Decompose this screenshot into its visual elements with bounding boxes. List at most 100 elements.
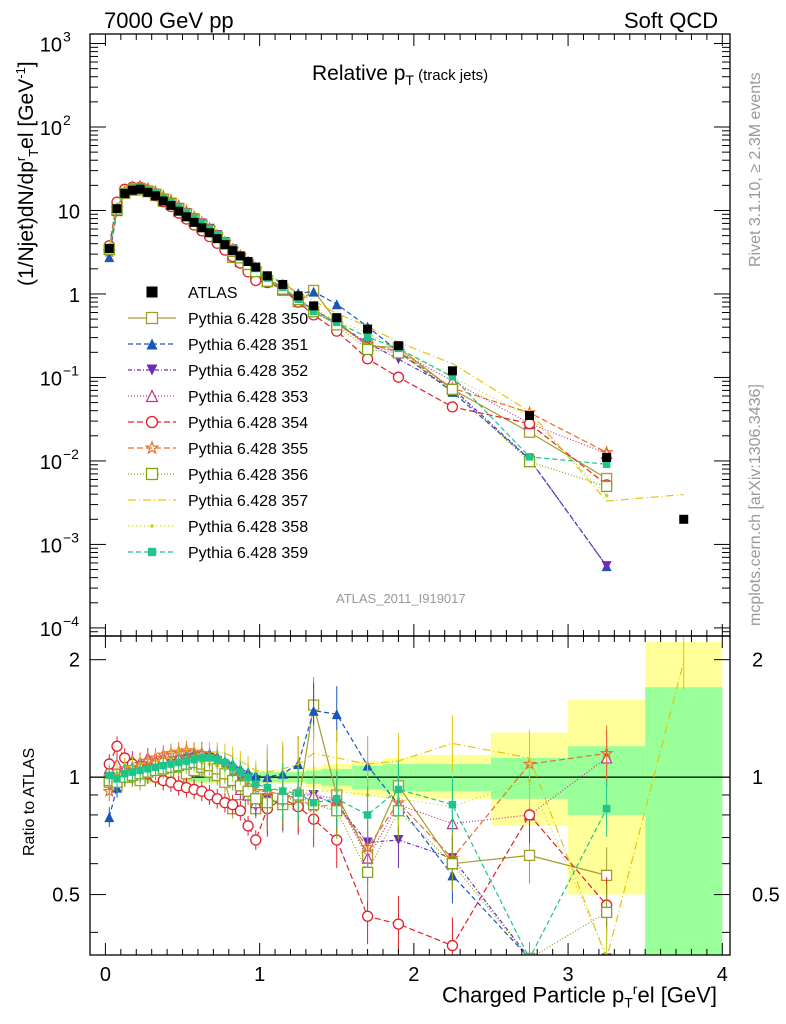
ratio-series-point (599, 746, 614, 760)
main-y-tick-label: 10 (40, 35, 62, 57)
main-series-point (448, 372, 457, 381)
legend-entry: Pythia 6.428 358 (128, 519, 308, 536)
ratio-series-point (394, 785, 403, 794)
header-right-label: Soft QCD (624, 8, 719, 33)
ratio-series-point (600, 906, 613, 919)
ratio-series-point (252, 780, 260, 788)
ratio-series-point (332, 795, 341, 803)
ratio-y-tick-label-right: 0.5 (752, 885, 780, 907)
atlas-data-point (212, 234, 222, 244)
ratio-series-point (244, 773, 252, 781)
ratio-series-point (128, 768, 137, 776)
main-series-353 (103, 179, 613, 459)
atlas-data-point (197, 223, 207, 233)
ratio-series-point (448, 800, 457, 809)
main-series-line (108, 186, 607, 486)
ratio-series-point (102, 784, 117, 798)
main-y-tick-exponent: −4 (63, 613, 79, 629)
main-y-tick-label: 10 (40, 118, 62, 140)
legend-entry: Pythia 6.428 351 (128, 337, 308, 354)
ratio-uncertainty-bands (90, 641, 730, 955)
legend-entry: Pythia 6.428 352 (128, 363, 308, 380)
ratio-series-point (523, 849, 536, 862)
ratio-series-point (234, 805, 247, 817)
atlas-data-point (181, 212, 191, 222)
atlas-data-point (332, 313, 342, 323)
legend-marker (146, 286, 158, 298)
main-y-tick-label: 10 (40, 535, 62, 557)
x-tick-label: 0 (100, 964, 111, 986)
main-series-point (601, 561, 612, 572)
ratio-series-point (205, 754, 214, 762)
ratio-series-point (136, 766, 144, 775)
main-series-354 (103, 181, 613, 491)
ratio-series-point (104, 812, 115, 823)
ratio-series-point (250, 834, 262, 846)
main-y-tick-label: 10 (58, 201, 80, 223)
main-series-point (308, 286, 319, 297)
ratio-series-point (527, 778, 532, 783)
rivet-label: Rivet 3.1.10, ≥ 2.3M events (747, 72, 764, 267)
x-tick-label: 2 (408, 964, 419, 986)
legend-marker (145, 415, 159, 429)
ratio-series-point (523, 809, 536, 821)
atlas-data-points (104, 184, 689, 524)
main-series-point (600, 480, 613, 493)
atlas-data-point (120, 188, 130, 198)
ratio-series-point (120, 770, 129, 778)
main-y-tick-label: 10 (40, 368, 62, 390)
legend-label: Pythia 6.428 357 (188, 493, 308, 510)
ratio-series-point (309, 798, 318, 807)
main-series-351 (104, 183, 612, 572)
ratio-y-tick-label-left: 1 (69, 767, 80, 789)
ratio-series-point (228, 763, 237, 772)
x-tick-label: 3 (563, 964, 574, 986)
legend-marker (145, 311, 159, 325)
ratio-series-point (151, 763, 160, 772)
legend-label: Pythia 6.428 353 (188, 389, 308, 406)
chart-title-suffix: (track jets) (413, 67, 489, 84)
legend-label: Pythia 6.428 356 (188, 467, 308, 484)
legend-label: Pythia 6.428 351 (188, 337, 308, 354)
ratio-series-point (525, 954, 534, 955)
ratio-series-point (363, 811, 372, 819)
ratio-y-axis-label: Ratio to ATLAS (21, 747, 38, 856)
atlas-data-point (112, 204, 122, 214)
ratio-series-point (279, 787, 287, 796)
ratio-series-point (159, 761, 168, 770)
ratio-series-point (227, 799, 239, 811)
ratio-y-tick-label-right: 2 (752, 650, 763, 672)
main-y-tick-label: 1 (69, 285, 80, 307)
main-y-tick-exponent: −2 (63, 446, 79, 462)
main-series-line (108, 187, 608, 567)
ratio-series-point (361, 866, 374, 879)
legend-entry: Pythia 6.428 359 (128, 545, 308, 562)
atlas-data-point (525, 411, 535, 421)
x-tick-label: 1 (254, 964, 265, 986)
ratio-series-point (236, 768, 245, 776)
ratio-series-point (294, 789, 302, 797)
atlas-data-point (679, 514, 689, 524)
legend-label: ATLAS (188, 285, 238, 302)
main-series-point (604, 493, 609, 498)
analysis-id-label: ATLAS_2011_I919017 (336, 591, 466, 606)
atlas-data-point (363, 324, 373, 334)
main-y-tick-exponent: −1 (63, 362, 79, 378)
main-y-tick-exponent: −3 (63, 529, 79, 545)
legend-label: Pythia 6.428 355 (188, 441, 308, 458)
main-series-point (361, 353, 374, 365)
main-series-350 (103, 184, 613, 485)
main-series-point (525, 453, 534, 461)
ratio-series-point (182, 757, 191, 765)
ratio-series-point (190, 755, 198, 764)
ratio-series-point (198, 754, 206, 762)
atlas-data-point (235, 251, 245, 261)
legend-entry: Pythia 6.428 357 (128, 493, 308, 510)
main-series-point (602, 460, 611, 468)
legend-entry: Pythia 6.428 353 (128, 389, 308, 406)
atlas-data-point (278, 279, 288, 289)
ratio-series-point (361, 910, 374, 922)
main-series-point (392, 371, 405, 383)
main-series-point (331, 299, 342, 310)
atlas-data-point (143, 187, 153, 197)
